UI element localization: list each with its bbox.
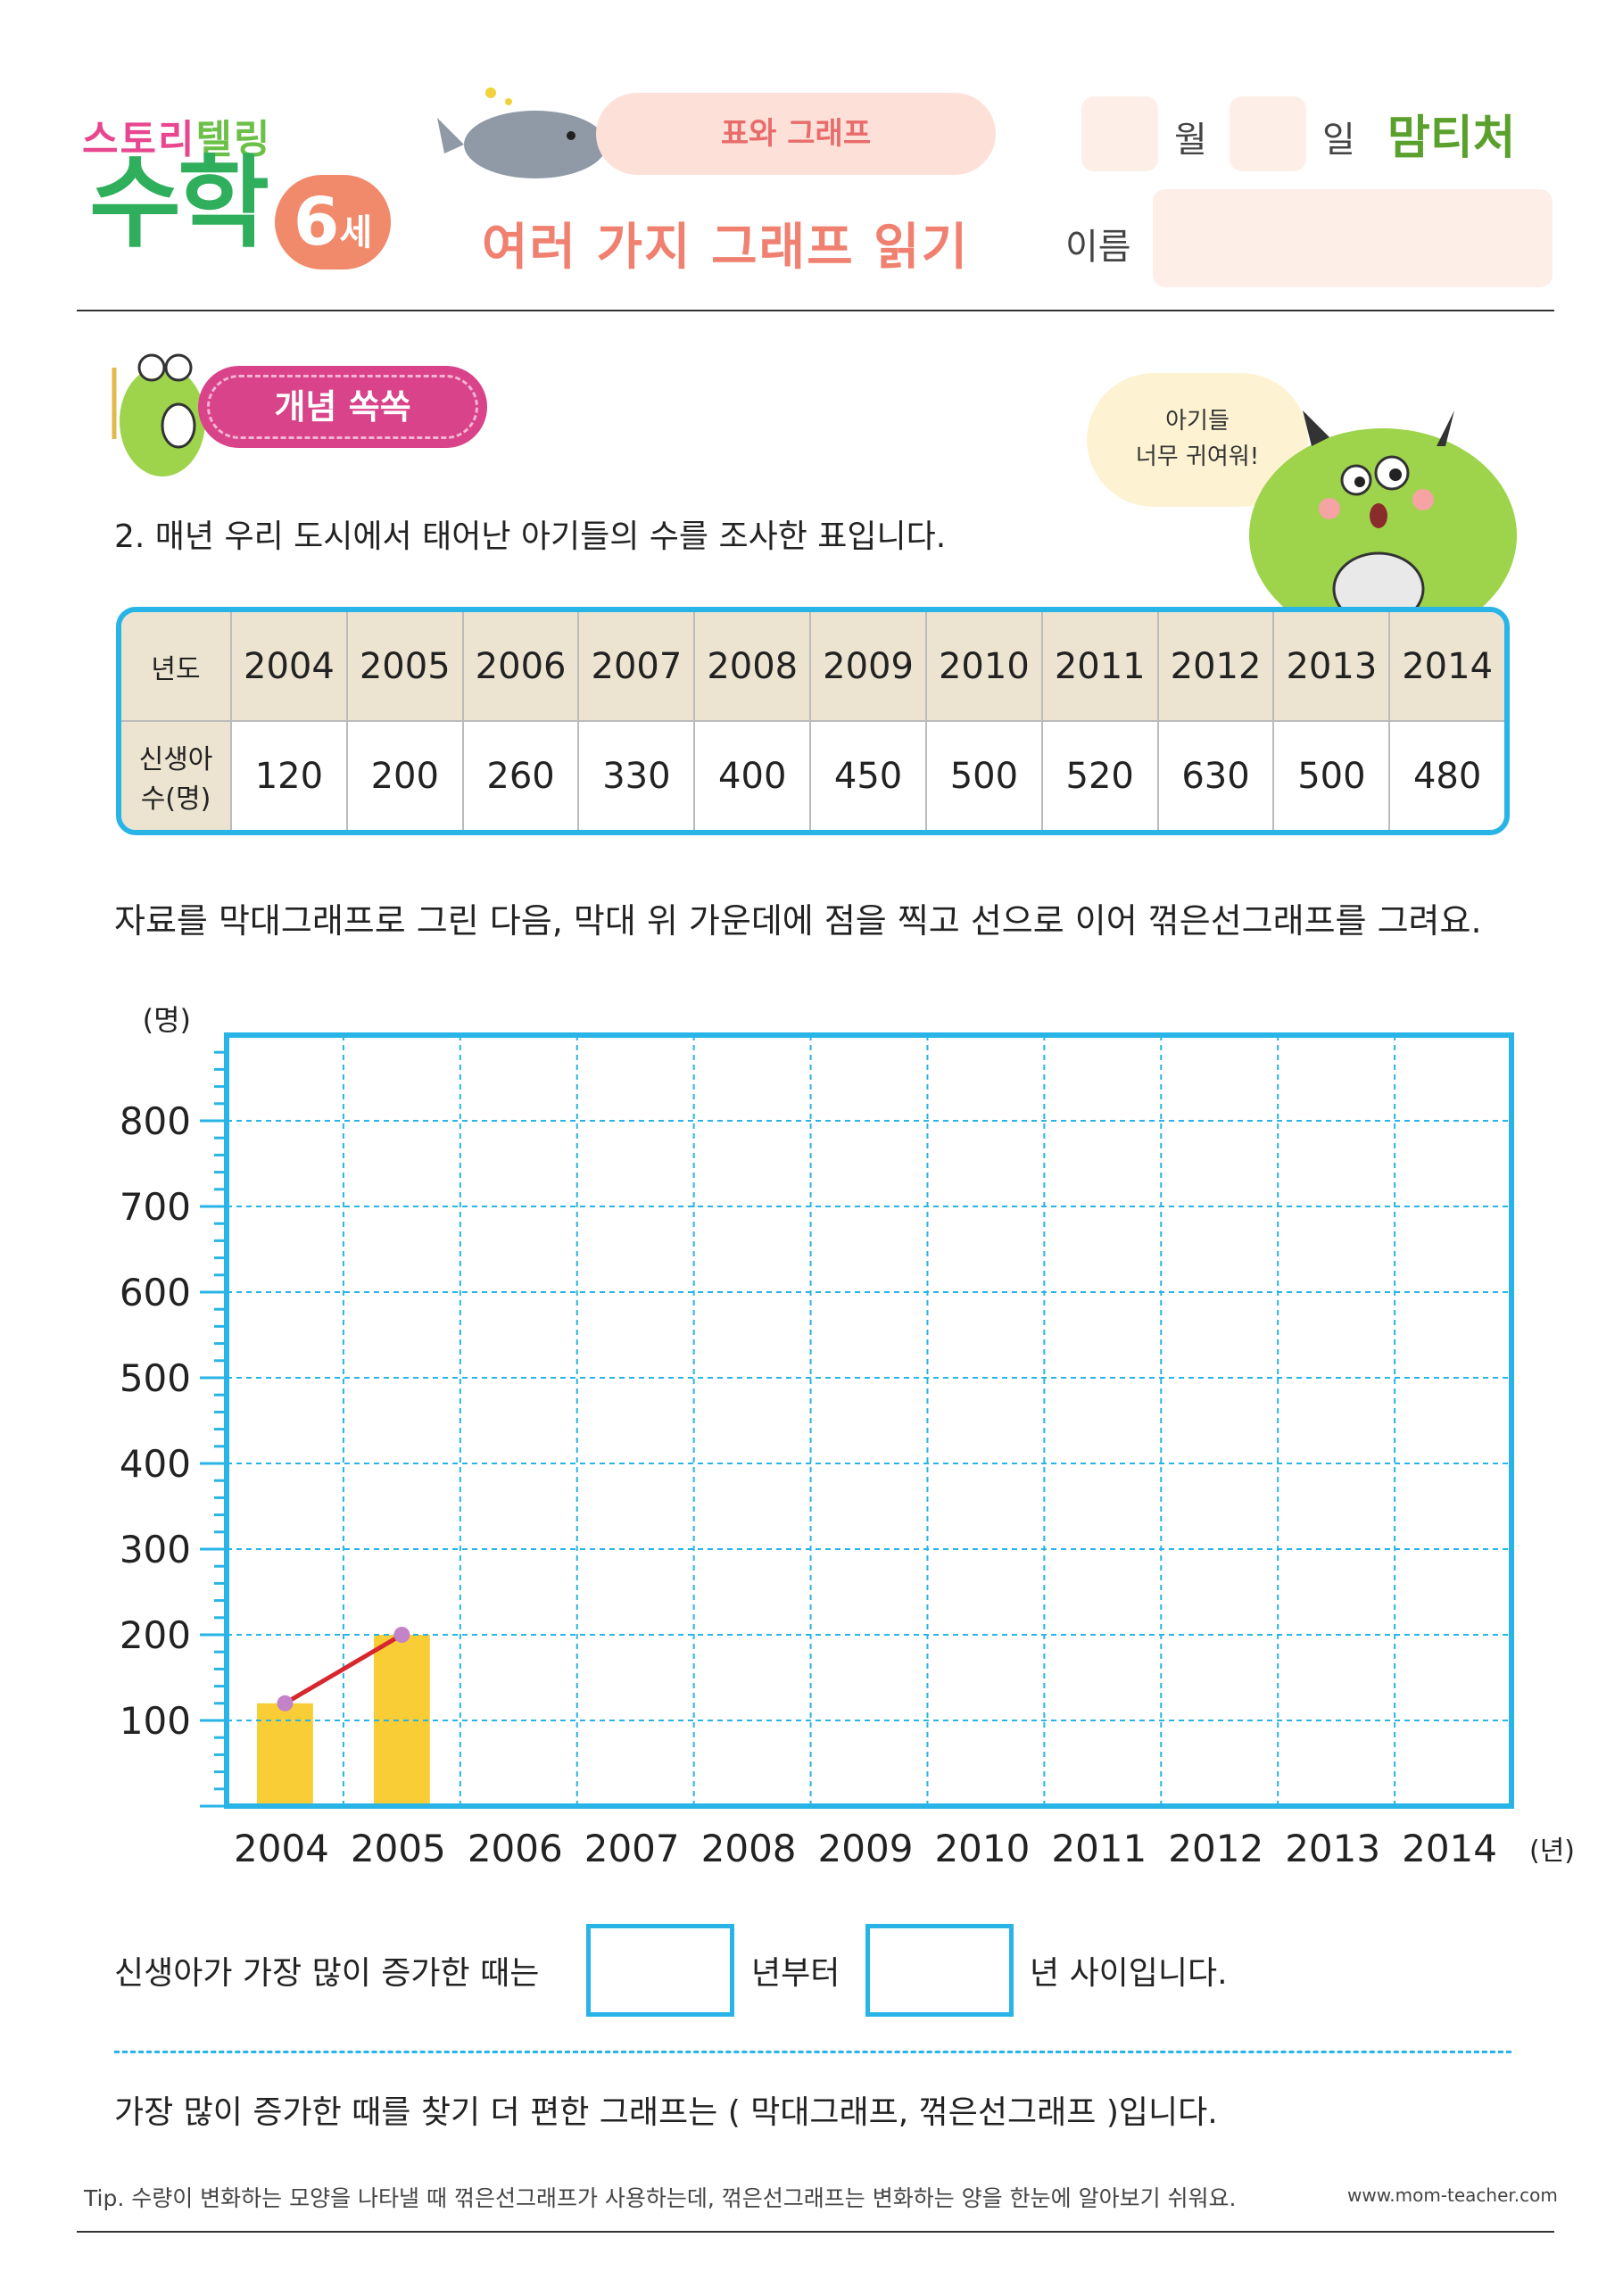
x-tick-label: 2014 [1402, 1827, 1497, 1870]
question-text: 2. 매년 우리 도시에서 태어난 아기들의 수를 조사한 표입니다. [114, 518, 947, 555]
y-tick-label: 400 [120, 1442, 191, 1486]
count-cell: 400 [693, 720, 812, 830]
name-label: 이름 [1065, 227, 1131, 268]
table-row-years: 년도 2004 2005 2006 2007 2008 2009 2010 20… [121, 612, 1504, 722]
x-tick-label: 2008 [701, 1827, 797, 1870]
site-url: www.mom-teacher.com [1347, 2184, 1558, 2206]
data-point [393, 1627, 410, 1643]
concept-tag-border [207, 375, 478, 439]
line-series [284, 1632, 403, 1705]
count-cell: 630 [1156, 720, 1275, 830]
answer-end-year-box[interactable] [865, 1924, 1014, 2017]
x-tick-label: 2010 [934, 1827, 1030, 1870]
answer-start-year-box[interactable] [586, 1924, 734, 2017]
mascot-surprised-icon [1249, 410, 1517, 618]
year-header: 년도 [121, 612, 232, 722]
count-cell: 330 [577, 720, 696, 830]
month-field[interactable] [1081, 96, 1158, 171]
x-tick-label: 2012 [1168, 1827, 1263, 1870]
logo-storytelling: 스토리텔링 [82, 107, 271, 164]
topic-pill: 표와 그래프 [596, 93, 996, 175]
plot-frame [224, 1032, 1514, 1809]
whale-illustration [437, 87, 607, 178]
year-cell: 2009 [809, 612, 927, 722]
logo-top-part1: 스토리 [82, 117, 196, 162]
concept-tag: 개념 쏙쏙 [198, 366, 487, 448]
logo-age-unit: 세 [339, 212, 373, 253]
count-header-line1: 신생아 [138, 743, 213, 775]
y-tick-label: 500 [120, 1356, 191, 1400]
y-tick-label: 300 [120, 1528, 191, 1571]
year-cell: 2005 [345, 612, 464, 722]
page-title: 여러 가지 그래프 읽기 [482, 219, 970, 277]
logo-age-number: 6 [293, 184, 340, 261]
day-field[interactable] [1230, 96, 1306, 171]
data-table: 년도 2004 2005 2006 2007 2008 2009 2010 20… [116, 607, 1510, 835]
answer-mid: 년부터 [751, 1955, 840, 1992]
logo-age-badge: 6세 [275, 175, 391, 269]
x-tick-label: 2006 [468, 1827, 563, 1870]
month-label: 월 [1174, 120, 1207, 161]
y-tick-label: 700 [120, 1185, 191, 1229]
count-cell: 200 [345, 720, 464, 830]
logo-math: 수학 [89, 145, 269, 261]
x-tick-label: 2011 [1051, 1827, 1147, 1870]
year-cell: 2010 [924, 612, 1043, 722]
day-label: 일 [1322, 120, 1355, 161]
y-tick-label: 200 [120, 1613, 191, 1657]
year-cell: 2012 [1156, 612, 1275, 722]
count-cell: 500 [1272, 720, 1391, 830]
name-field[interactable] [1153, 189, 1553, 287]
speech-line2: 너무 귀여워! [1135, 443, 1260, 470]
year-cell: 2004 [230, 612, 348, 722]
logo-top-part2: 텔링 [195, 117, 272, 162]
year-cell: 2011 [1040, 612, 1159, 722]
answer-prefix: 신생아가 가장 많이 증가한 때는 [114, 1955, 540, 1992]
mascot-professor-icon [112, 353, 205, 477]
answer-question-2: 가장 많이 증가한 때를 찾기 더 편한 그래프는 ( 막대그래프, 꺾은선그래… [114, 2094, 1218, 2131]
x-tick-label: 2004 [234, 1827, 329, 1870]
bar-line-chart: 100 200 300 400 500 600 700 800 (명) 2004 2005 2006 2… [120, 1003, 1575, 1870]
data-point [277, 1695, 294, 1712]
year-cell: 2007 [577, 612, 696, 722]
table-row-counts: 신생아 수(명) 120 200 260 330 400 450 500 520 … [121, 720, 1504, 830]
answer-suffix: 년 사이입니다. [1030, 1955, 1228, 1992]
y-tick-label: 600 [120, 1271, 191, 1314]
y-tick-label: 100 [120, 1699, 191, 1743]
year-cell: 2008 [693, 612, 812, 722]
count-cell: 260 [461, 720, 580, 830]
count-cell: 120 [230, 720, 348, 830]
x-tick-label: 2009 [818, 1827, 914, 1870]
bar [257, 1703, 313, 1806]
header-divider [77, 310, 1554, 311]
concept-tag-label: 개념 쏙쏙 [274, 387, 411, 427]
count-header-line2: 수(명) [140, 783, 211, 815]
count-cell: 480 [1388, 720, 1504, 830]
instruction-text: 자료를 막대그래프로 그린 다음, 막대 위 가운데에 점을 찍고 선으로 이어… [114, 901, 1482, 941]
brand-logo: 맘티처 [1387, 112, 1516, 165]
y-tick-label: 800 [120, 1099, 191, 1143]
year-cell: 2014 [1388, 612, 1504, 722]
count-cell: 450 [809, 720, 927, 830]
count-cell: 520 [1040, 720, 1159, 830]
bar [373, 1635, 430, 1806]
x-tick-label: 2005 [351, 1827, 446, 1870]
x-tick-label: 2007 [584, 1827, 680, 1870]
dashed-divider [114, 2051, 1511, 2053]
count-cell: 500 [924, 720, 1043, 830]
y-axis-label: (명) [143, 1003, 191, 1037]
speech-line1: 아기들 [1165, 408, 1230, 435]
footer-divider [77, 2231, 1554, 2233]
x-tick-label: 2013 [1285, 1827, 1380, 1870]
x-axis-label: (년) [1529, 1836, 1575, 1867]
year-cell: 2006 [461, 612, 580, 722]
tip-text: Tip. 수량이 변화하는 모양을 나타낼 때 꺾은선그래프가 사용하는데, 꺾… [84, 2185, 1237, 2211]
year-cell: 2013 [1272, 612, 1391, 722]
